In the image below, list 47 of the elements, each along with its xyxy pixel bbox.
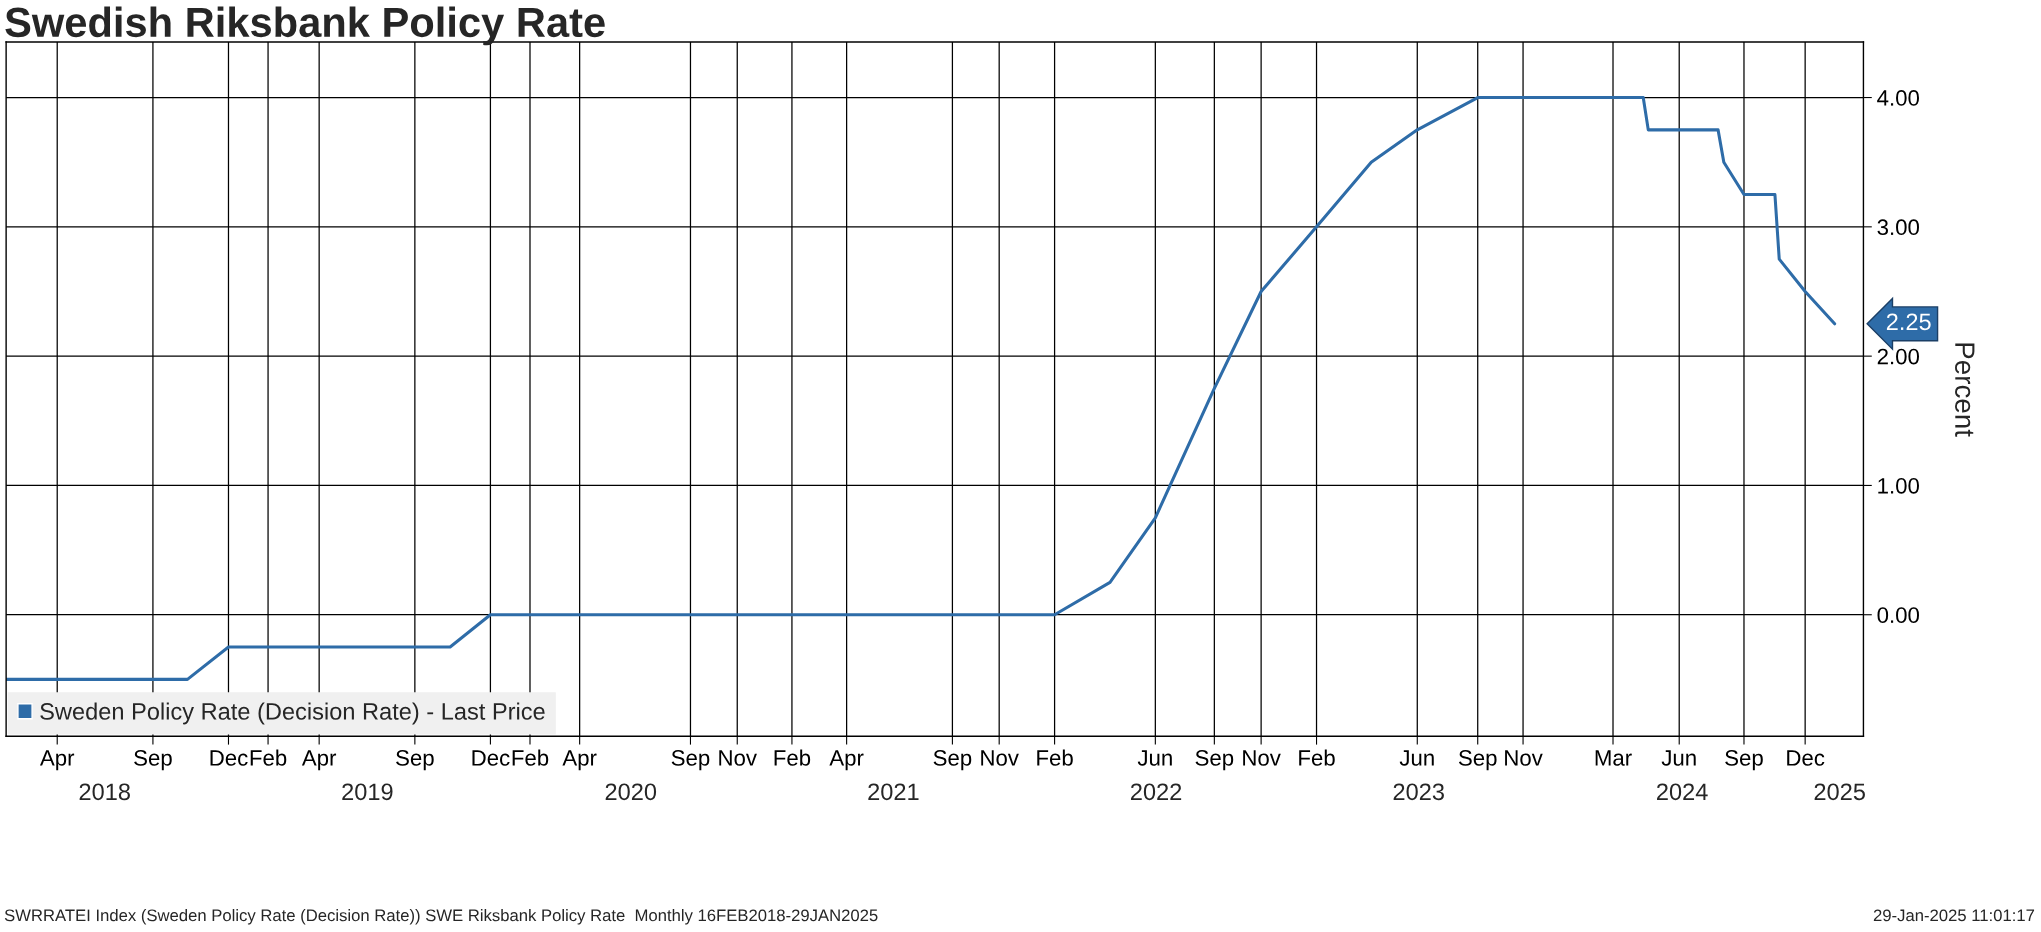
x-tick-label: Sep — [933, 750, 972, 771]
x-tick-label: Dec — [210, 750, 248, 766]
x-tick-label: Sep — [671, 750, 710, 771]
x-tick-label: Sep — [1195, 750, 1234, 771]
text: SWRRATEI Index (Sweden Policy Rate (Decision Rate)) SWE Riksbank Policy Rate Monthly 16FEB2018-29JAN2025 — [4, 909, 878, 925]
x-tick-label: Nov — [981, 750, 1019, 766]
x-tick-label: Sep — [134, 750, 172, 771]
x-tick-label: Nov — [1243, 750, 1281, 766]
x-tick-label: Jun — [1399, 750, 1434, 766]
x2-tick-label: 2020 — [605, 783, 657, 801]
x-tick-label: Apr — [562, 750, 597, 771]
x2-tick-label: 2022 — [1130, 783, 1182, 801]
x-tick-label: Mar — [1595, 750, 1632, 766]
x2-tick-label: 2023 — [1393, 783, 1444, 801]
y-axis-title: Percent — [1955, 343, 1975, 437]
x-tick-label: Apr — [301, 750, 337, 771]
y-tick-label: 4.00 — [1877, 90, 1920, 106]
annotation: 2.25 — [1886, 313, 1931, 331]
x-tick-label: Dec — [1787, 750, 1825, 766]
x2-tick-label: 2021 — [868, 783, 919, 801]
x-tick-label: Feb — [1037, 749, 1073, 766]
x-tick-label: Feb — [250, 749, 287, 766]
x2-tick-label: 2024 — [1657, 783, 1708, 801]
x-tick-label: Sep — [1725, 750, 1763, 771]
line-series — [6, 96, 1837, 681]
x2-tick-label: 2025 — [1814, 783, 1865, 801]
x-tick-label: Apr — [829, 750, 864, 771]
x-tick-label: Feb — [1299, 749, 1335, 766]
chart-title: Swedish Riksbank Policy Rate — [5, 6, 605, 46]
x-tick-label: Dec — [472, 750, 510, 766]
x-tick-label: Nov — [1505, 750, 1543, 766]
y-tick-label: 2.00 — [1877, 348, 1920, 365]
x-tick-label: Sep — [1458, 750, 1497, 771]
x-tick-label: Jun — [1661, 750, 1696, 766]
y-tick-label: 1.00 — [1878, 477, 1920, 494]
y-tick-label: 0.00 — [1877, 607, 1920, 624]
x2-tick-label: 2019 — [342, 783, 393, 801]
y-tick-label: 3.00 — [1877, 219, 1920, 236]
x-tick-label: Nov — [719, 750, 757, 766]
x-tick-label: Apr — [39, 750, 75, 771]
x-tick-label: Feb — [512, 749, 549, 766]
x-tick-label: Jun — [1137, 750, 1172, 766]
x-tick-label: Sep — [396, 750, 434, 771]
x-tick-label: Feb — [774, 749, 811, 766]
legend-label: Sweden Policy Rate (Decision Rate) - Last Price — [40, 702, 545, 725]
x2-tick-label: 2018 — [79, 783, 130, 801]
text: 29-Jan-2025 11:01:17 — [1873, 909, 2035, 922]
